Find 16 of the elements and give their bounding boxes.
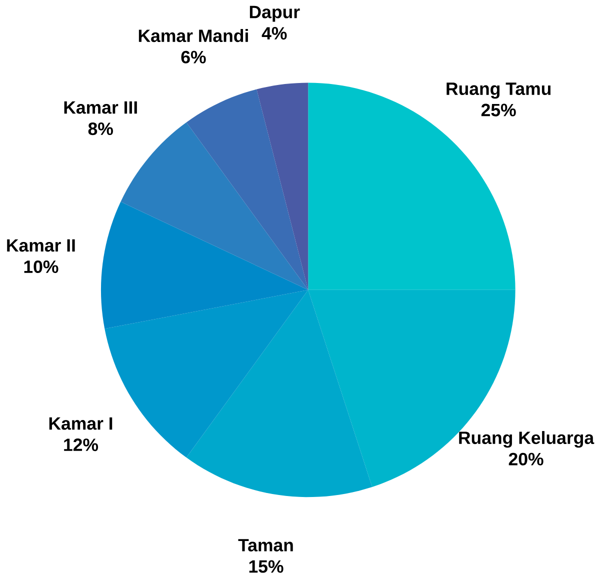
slice-label: Taman bbox=[238, 539, 293, 552]
slice-label: Ruang Tamu bbox=[446, 82, 551, 99]
slice-label: Kamar II bbox=[7, 239, 75, 252]
slice-label: Ruang Keluarga bbox=[459, 431, 594, 448]
data-label: 12% bbox=[64, 438, 98, 452]
slice-label: Kamar III bbox=[64, 102, 137, 114]
data-label: 6% bbox=[181, 50, 206, 64]
slice-label: Kamar Mandi bbox=[138, 29, 248, 42]
data-label: 8% bbox=[88, 122, 113, 136]
data-label: 25% bbox=[481, 104, 516, 116]
slice-label: Kamar I bbox=[49, 418, 112, 430]
data-label: 4% bbox=[262, 27, 287, 40]
data-label: 20% bbox=[508, 452, 544, 466]
slice-label: Dapur bbox=[250, 6, 300, 22]
data-label: 10% bbox=[24, 260, 58, 274]
data-label: 15% bbox=[249, 560, 284, 573]
